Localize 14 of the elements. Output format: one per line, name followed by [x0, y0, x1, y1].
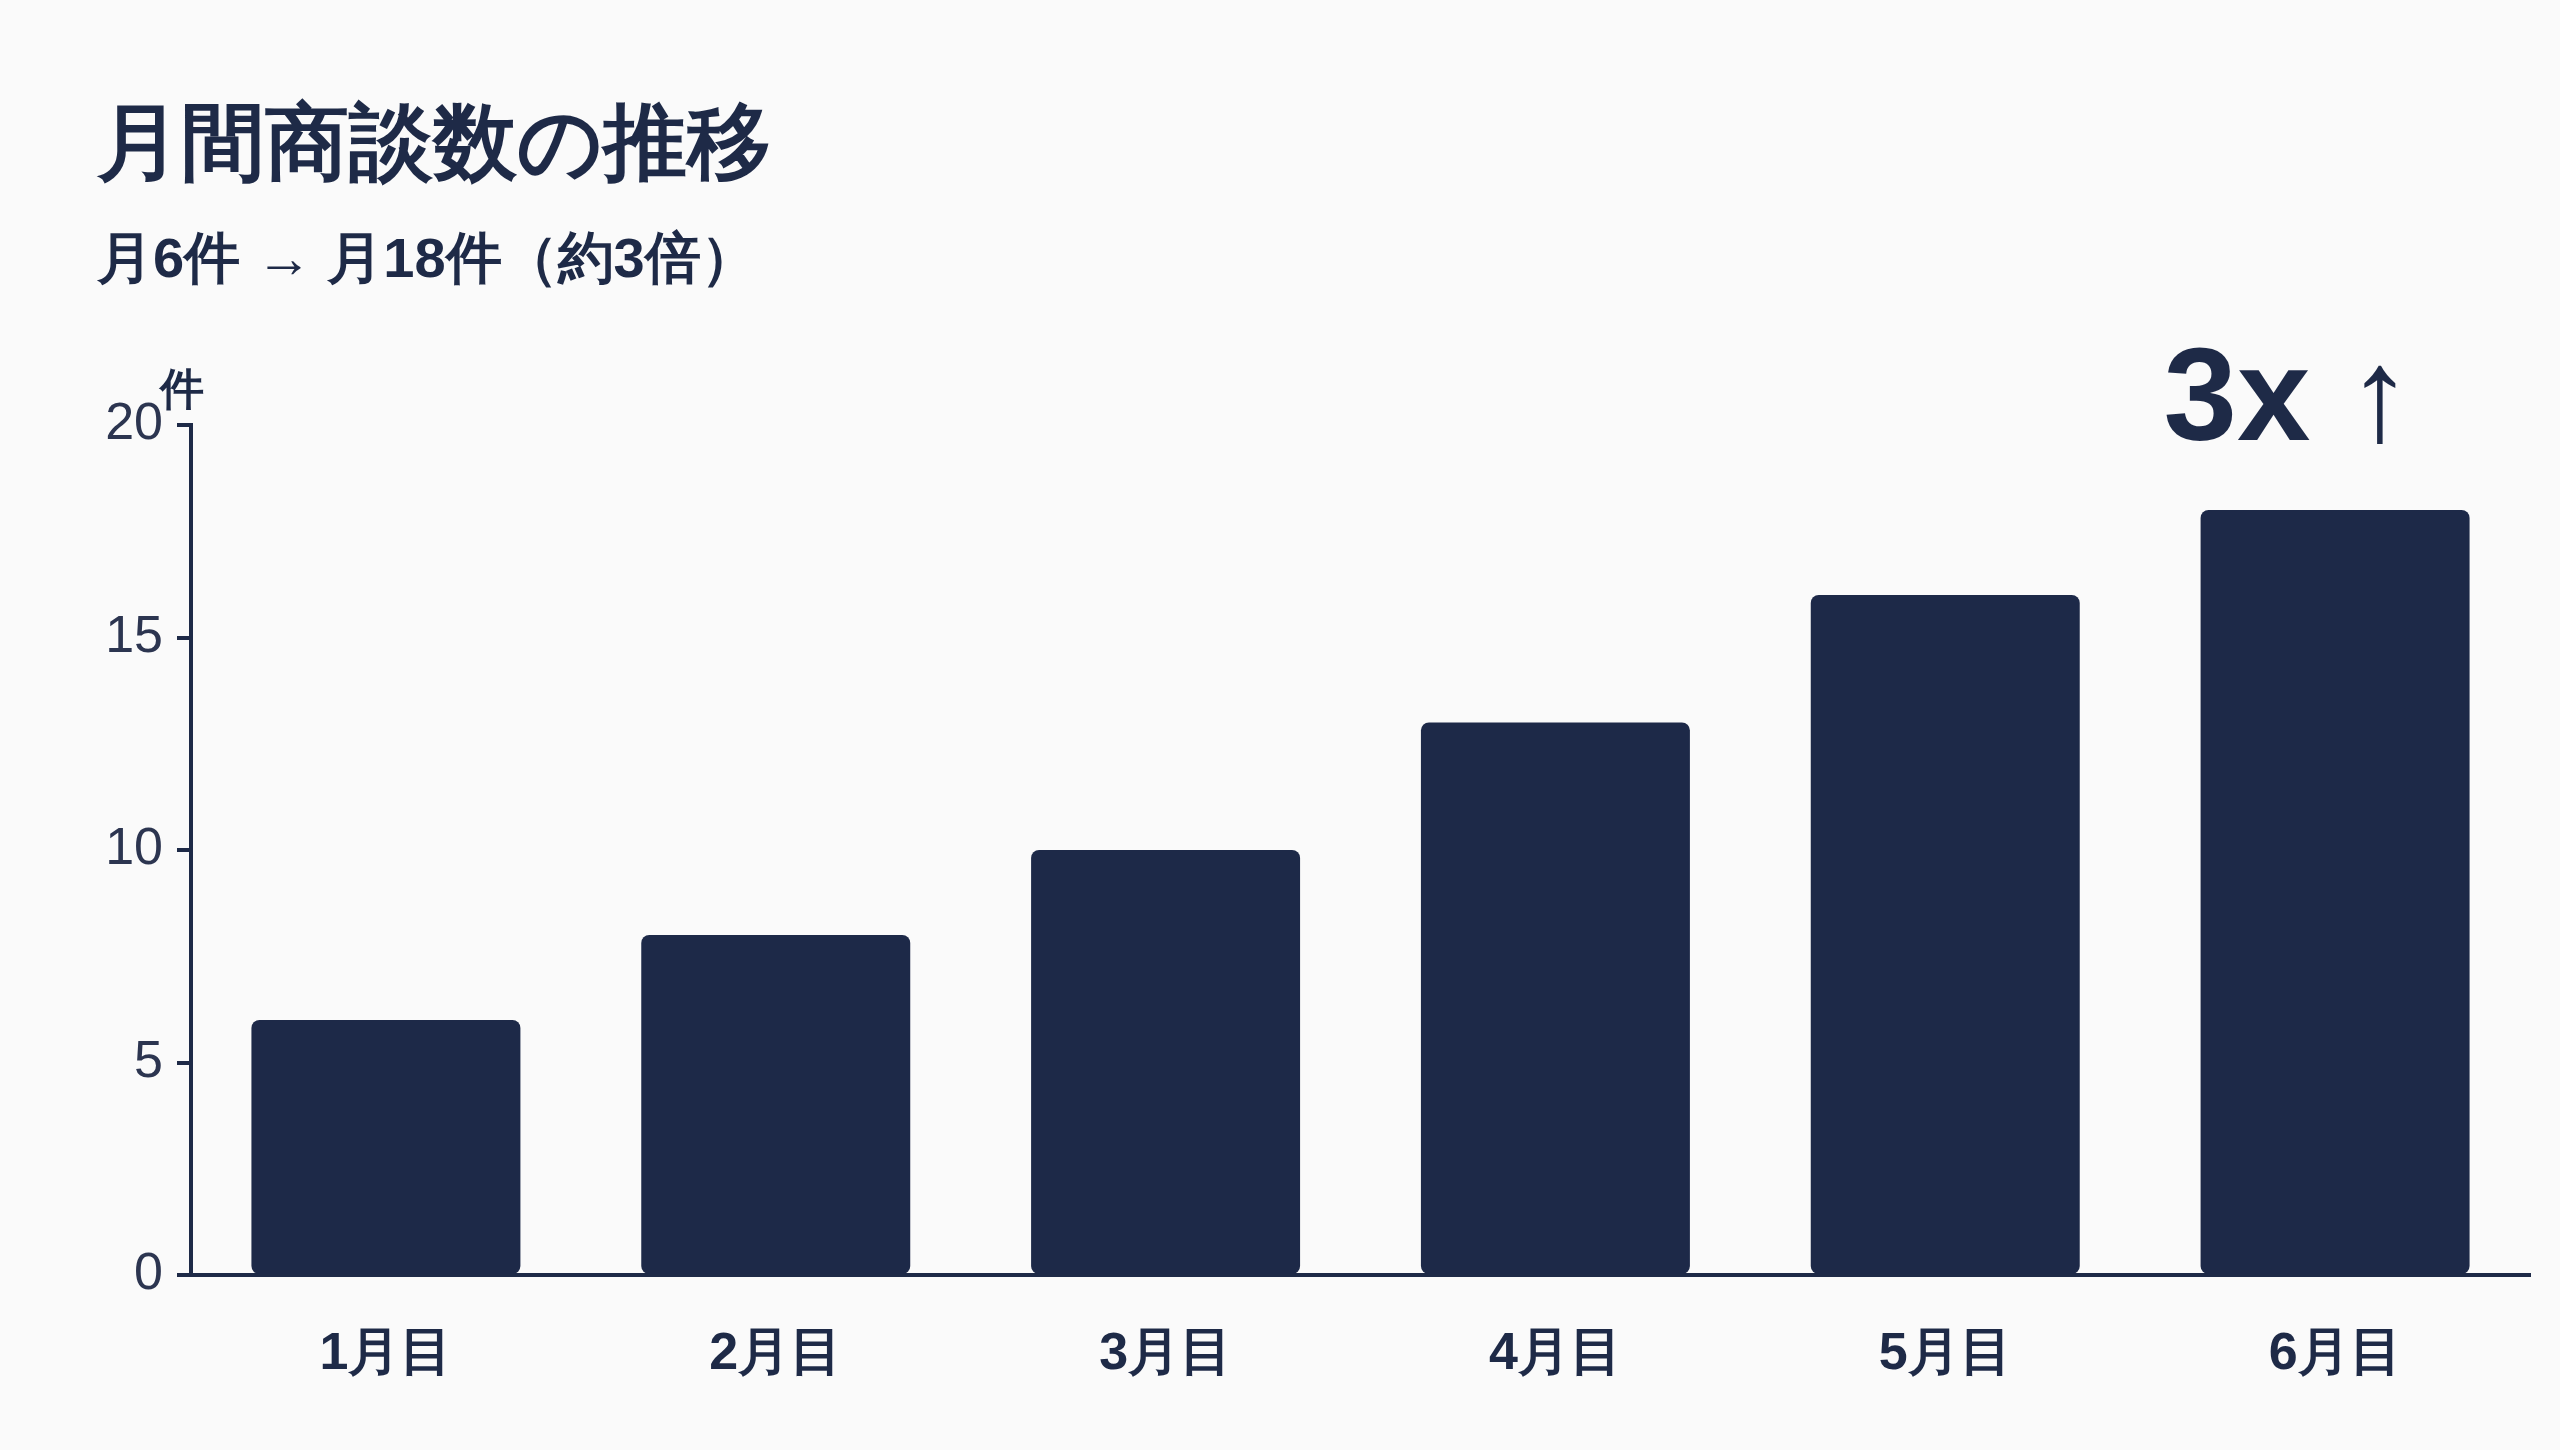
y-tick-label: 5	[134, 1029, 163, 1088]
chart-subtitle: 月6件 → 月18件（約3倍）	[97, 226, 757, 291]
x-tick-label: 2月目	[709, 1321, 843, 1380]
y-tick-label: 10	[105, 817, 163, 876]
y-tick-label: 0	[134, 1242, 163, 1301]
chart-title: 月間商談数の推移	[97, 94, 771, 191]
x-tick-label: 4月目	[1488, 1321, 1622, 1380]
y-tick-label: 15	[105, 604, 163, 663]
x-tick-label: 6月目	[2268, 1321, 2402, 1380]
x-tick-label: 3月目	[1099, 1321, 1233, 1380]
y-tick-label: 20	[105, 392, 163, 451]
annotation: 3x ↑	[2163, 321, 2414, 468]
x-tick-label: 5月目	[1878, 1321, 2012, 1380]
x-tick-label: 1月目	[319, 1321, 453, 1380]
